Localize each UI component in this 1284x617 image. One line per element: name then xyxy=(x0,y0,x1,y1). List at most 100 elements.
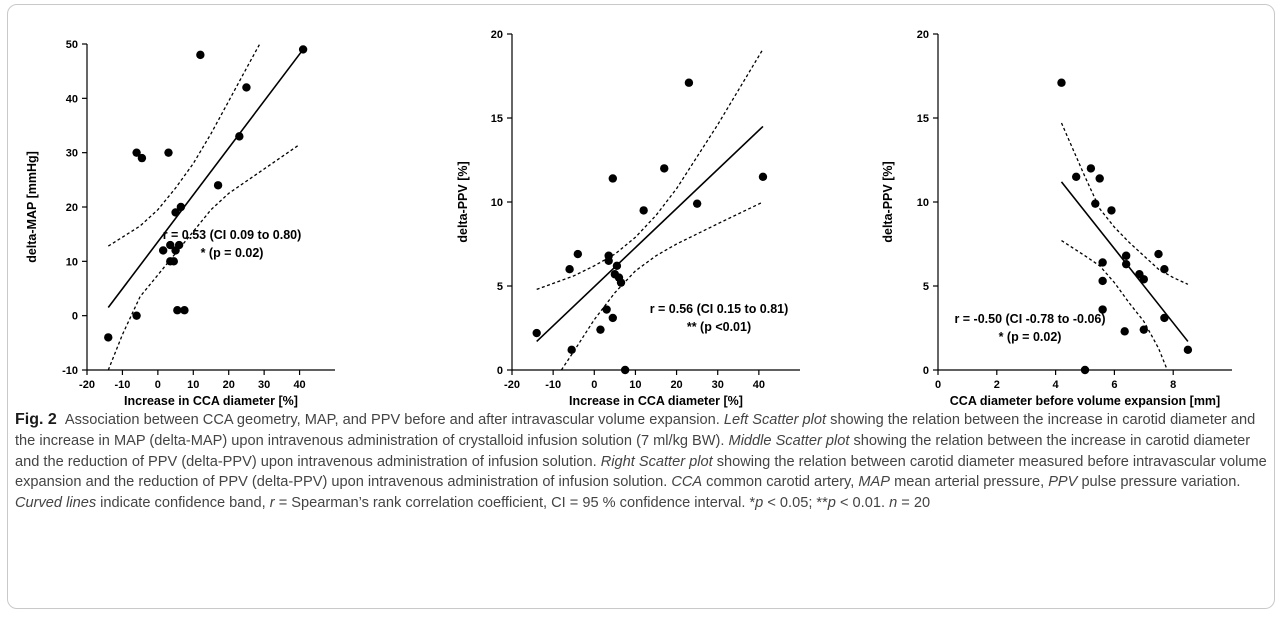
x-axis-label: CCA diameter before volume expansion [mm… xyxy=(950,394,1220,408)
data-point xyxy=(132,148,141,157)
data-point xyxy=(1121,259,1131,269)
figure-frame xyxy=(7,4,1275,609)
data-point xyxy=(104,333,113,342)
confidence-band-lower xyxy=(560,201,764,371)
data-point xyxy=(196,50,205,60)
y-tick-label: 50 xyxy=(66,39,78,51)
middle-scatter-plot: 0 5 10 15 20 -20 -10 0 10 20 30 40 Increase in CCA d… xyxy=(456,29,800,408)
caption-run: r xyxy=(269,495,275,512)
data-point xyxy=(1160,313,1169,323)
data-point xyxy=(1120,327,1129,336)
y-tick-label: 15 xyxy=(917,113,929,125)
y-tick-label: 0 xyxy=(923,365,929,377)
data-point xyxy=(180,306,189,315)
x-tick-label: 10 xyxy=(187,379,199,391)
data-point xyxy=(1098,305,1107,314)
x-tick-label: 0 xyxy=(591,379,597,391)
regression-line xyxy=(107,48,304,308)
y-axis-label: delta-MAP [mmHg] xyxy=(25,151,39,263)
caption-run: indicate confidence band, xyxy=(96,495,270,512)
data-point xyxy=(567,345,576,355)
data-point xyxy=(173,306,182,315)
data-point xyxy=(1095,174,1104,183)
caption-text: Association between CCA geometry, MAP, a… xyxy=(15,412,1267,511)
y-tick-label: 10 xyxy=(917,197,929,209)
y-axis-label: delta-PPV [%] xyxy=(456,161,470,242)
caption-run: MAP xyxy=(858,474,891,491)
caption-run: PPV xyxy=(1048,474,1078,491)
figure-label: Fig. 2 xyxy=(15,411,57,428)
regression-line xyxy=(536,125,764,343)
data-point xyxy=(1098,276,1107,286)
data-point xyxy=(1139,275,1148,284)
caption-run: < 0.01. xyxy=(835,495,890,512)
data-point xyxy=(1160,265,1169,274)
y-tick-label: 15 xyxy=(491,113,503,125)
correlation-annotation: * (p = 0.02) xyxy=(201,246,264,260)
data-point xyxy=(235,132,244,141)
caption-run: Left Scatter plot xyxy=(723,412,827,428)
x-tick-label: -20 xyxy=(79,379,95,391)
x-tick-label: -10 xyxy=(114,379,130,391)
data-point xyxy=(532,328,541,338)
data-point xyxy=(1098,258,1107,267)
data-point xyxy=(298,45,308,54)
correlation-annotation: r = 0.56 (CI 0.15 to 0.81) xyxy=(650,302,789,316)
data-point xyxy=(164,148,173,157)
x-tick-label: -10 xyxy=(545,379,561,391)
x-tick-label: -20 xyxy=(504,379,520,391)
data-point xyxy=(166,240,175,250)
data-point xyxy=(242,83,251,92)
y-tick-label: 5 xyxy=(923,281,929,293)
caption-run: showing the relation between the increas… xyxy=(15,432,1251,470)
caption-run: pulse pressure variation. xyxy=(1077,474,1241,491)
data-point xyxy=(169,257,178,266)
data-point xyxy=(620,365,630,375)
data-point xyxy=(1086,164,1096,173)
x-tick-label: 10 xyxy=(629,379,641,391)
y-tick-label: 0 xyxy=(72,311,78,323)
x-tick-label: 40 xyxy=(293,379,305,391)
data-point xyxy=(1091,199,1100,208)
data-point xyxy=(602,305,611,314)
y-tick-label: 10 xyxy=(66,256,78,268)
y-tick-label: 40 xyxy=(66,93,78,105)
x-tick-label: 4 xyxy=(1053,379,1060,391)
figure-caption: Fig. 2 Association between CCA geometry,… xyxy=(15,410,1267,514)
data-point xyxy=(158,246,168,255)
x-axis-label: Increase in CCA diameter [%] xyxy=(569,394,743,408)
data-point xyxy=(596,325,605,334)
caption-run: Association between CCA geometry, MAP, a… xyxy=(64,412,724,428)
caption-run: CCA xyxy=(671,474,703,491)
x-tick-label: 0 xyxy=(935,379,941,391)
y-tick-label: 20 xyxy=(917,29,929,41)
y-tick-label: 5 xyxy=(497,281,503,293)
data-point xyxy=(612,261,622,271)
data-point xyxy=(137,153,147,163)
data-point xyxy=(684,78,694,87)
y-tick-label: 20 xyxy=(66,202,78,214)
data-point xyxy=(176,202,186,212)
x-tick-label: 20 xyxy=(670,379,682,391)
confidence-band-upper xyxy=(1060,122,1189,285)
right-scatter-plot: 0 5 10 15 20 0 2 4 6 8 CCA diameter before volume … xyxy=(881,29,1232,408)
correlation-annotation: ** (p <0.01) xyxy=(687,320,751,334)
data-point xyxy=(1139,325,1148,334)
y-axis-label: delta-PPV [%] xyxy=(881,161,895,242)
x-tick-label: 30 xyxy=(712,379,724,391)
y-tick-label: 0 xyxy=(497,365,503,377)
x-tick-label: 6 xyxy=(1111,379,1117,391)
caption-run: showing the relation between the increas… xyxy=(15,412,1256,449)
caption-run: p xyxy=(755,495,764,512)
correlation-annotation: * (p = 0.02) xyxy=(999,330,1062,344)
caption-run: showing the relation between carotid dia… xyxy=(15,453,1267,491)
data-point xyxy=(660,164,669,173)
correlation-annotation: r = -0.50 (CI -0.78 to -0.06) xyxy=(954,312,1105,326)
data-point xyxy=(608,313,617,323)
data-point xyxy=(758,172,768,181)
caption-run: Curved lines xyxy=(15,495,97,512)
caption-run: common carotid artery, xyxy=(702,474,859,491)
data-point xyxy=(565,265,574,274)
caption-run: Right Scatter plot xyxy=(600,453,713,470)
data-point xyxy=(132,311,141,320)
